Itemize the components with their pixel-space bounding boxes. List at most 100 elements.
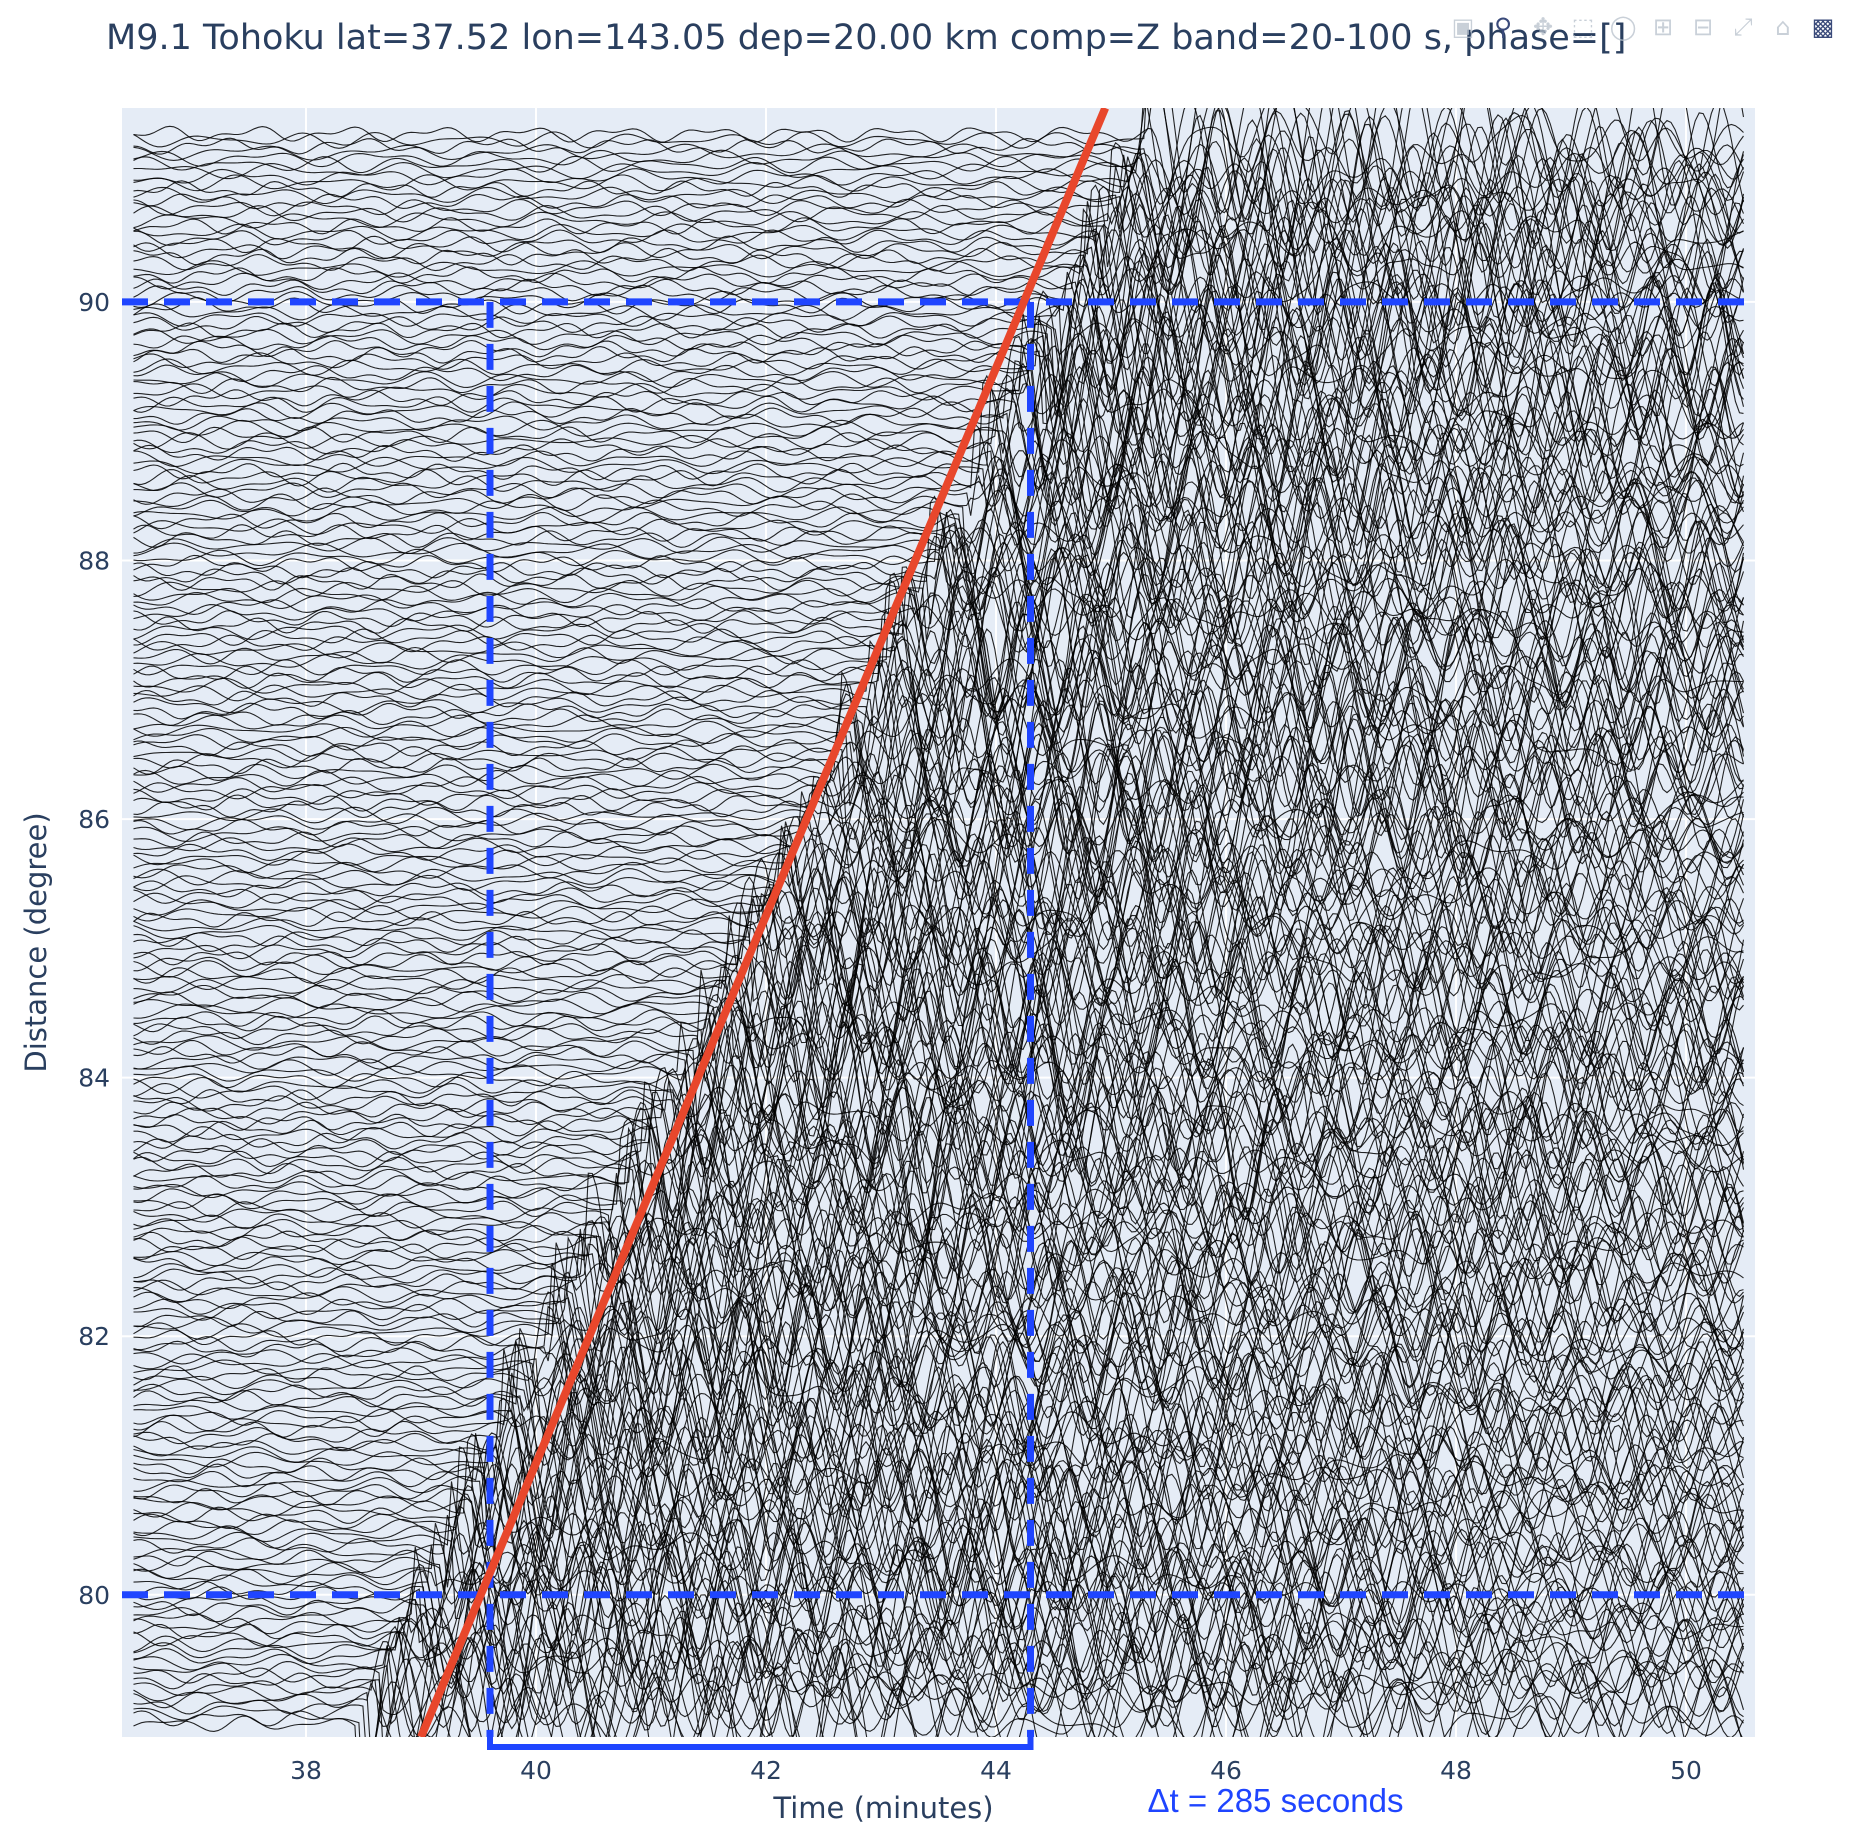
seismogram-trace	[133, 626, 1744, 786]
seismogram-trace	[133, 1392, 1744, 1563]
seismogram-trace	[133, 723, 1745, 828]
seismogram-trace	[133, 909, 1744, 1069]
seismogram-trace	[133, 1518, 1745, 1635]
reset-axes-icon[interactable]: ⌂	[1775, 13, 1791, 41]
seismogram-trace	[133, 883, 1744, 1060]
y-tick-label: 82	[78, 1322, 110, 1351]
seismogram-trace	[133, 693, 1745, 868]
y-axis-title: Distance (degree)	[19, 812, 53, 1072]
seismogram-trace	[133, 477, 1745, 624]
seismogram-trace	[133, 1606, 1745, 1697]
seismogram-trace	[133, 870, 1744, 1029]
lasso-select-icon[interactable]: ◯	[1609, 13, 1637, 41]
seismogram-trace	[133, 635, 1745, 813]
seismogram-trace	[133, 1321, 1745, 1482]
box-select-icon[interactable]: ⬚	[1571, 13, 1595, 41]
seismogram-trace	[133, 164, 1745, 253]
seismogram-trace	[133, 557, 1745, 733]
seismogram-trace	[133, 1463, 1744, 1634]
seismogram-trace	[133, 259, 1745, 436]
zoom-icon[interactable]: ⚲	[1494, 13, 1512, 41]
seismogram-trace	[133, 542, 1745, 722]
seismogram-trace	[133, 335, 1744, 502]
seismogram-trace	[133, 108, 1745, 221]
y-tick-label: 86	[78, 805, 110, 834]
seismogram-trace	[133, 112, 1744, 259]
interval-bracket	[487, 1735, 1034, 1750]
seismogram-trace	[133, 769, 1745, 939]
x-tick-label: 42	[750, 1756, 782, 1785]
seismogram-trace	[133, 1336, 1744, 1519]
x-tick-label: 38	[290, 1756, 322, 1785]
seismogram-trace	[133, 442, 1744, 597]
seismogram-trace	[133, 486, 1745, 652]
seismogram-trace	[133, 1159, 1745, 1273]
seismogram-trace	[133, 159, 1744, 304]
camera-icon[interactable]: ▣	[1451, 13, 1475, 41]
seismogram-trace	[133, 727, 1744, 897]
seismogram-trace	[133, 345, 1744, 513]
seismogram-trace	[133, 829, 1744, 984]
seismogram-trace	[133, 108, 1744, 235]
seismogram-trace	[133, 625, 1744, 782]
seismogram-trace	[133, 1498, 1744, 1650]
seismogram-trace	[133, 1422, 1744, 1556]
seismogram-trace	[133, 1493, 1744, 1639]
x-tick-label: 48	[1440, 1756, 1472, 1785]
x-axis-title: Time (minutes)	[772, 1791, 993, 1825]
seismogram-trace	[133, 1058, 1745, 1222]
seismogram-trace	[133, 1282, 1745, 1440]
seismogram-trace	[133, 1358, 1744, 1518]
seismogram-trace	[133, 1413, 1745, 1562]
seismogram-trace	[133, 1022, 1744, 1183]
seismogram-trace	[133, 1637, 1745, 1737]
seismogram-trace	[133, 1636, 1744, 1737]
seismogram-trace	[133, 290, 1745, 451]
seismogram-trace	[133, 847, 1744, 1010]
seismogram-trace	[133, 1108, 1744, 1272]
seismogram-trace	[133, 533, 1745, 699]
seismogram-trace	[133, 1480, 1744, 1614]
seismogram-trace	[133, 1117, 1744, 1296]
seismogram-trace	[133, 279, 1744, 439]
overlay-lines	[122, 108, 1755, 1737]
x-axis-ticks: 38 40 42 44 46 48 50	[290, 1756, 1702, 1785]
seismogram-trace	[133, 1235, 1745, 1365]
seismogram-trace	[133, 1264, 1745, 1421]
seismogram-trace	[133, 1100, 1744, 1263]
y-tick-label: 88	[78, 547, 110, 576]
seismogram-trace	[133, 160, 1744, 269]
seismogram-trace	[133, 660, 1744, 840]
seismogram-trace	[133, 1302, 1745, 1472]
delta-t-annotation: Δt = 285 seconds	[1148, 1782, 1404, 1819]
seismogram-trace	[133, 398, 1744, 552]
seismogram-trace	[133, 1107, 1744, 1279]
seismogram-trace	[133, 336, 1744, 480]
seismogram-trace	[133, 975, 1744, 1137]
zoom-out-icon[interactable]: ⊟	[1692, 13, 1714, 41]
seismogram-trace	[133, 202, 1745, 368]
seismogram-trace	[133, 1495, 1745, 1662]
zoom-in-icon[interactable]: ⊞	[1652, 13, 1674, 41]
seismogram-trace	[133, 1180, 1744, 1342]
seismogram-trace	[133, 1370, 1744, 1522]
seismogram-traces	[133, 108, 1745, 1737]
seismogram-trace	[133, 282, 1744, 450]
seismogram-trace	[133, 572, 1744, 753]
autoscale-icon[interactable]: ⤢	[1733, 13, 1753, 41]
seismogram-trace	[133, 1219, 1745, 1403]
seismogram-trace	[133, 670, 1745, 832]
seismogram-trace	[133, 1293, 1744, 1454]
plotly-logo-icon[interactable]: ▩	[1811, 13, 1835, 41]
seismogram-trace	[133, 414, 1744, 559]
y-tick-label: 84	[78, 1064, 110, 1093]
seismogram-trace	[133, 867, 1745, 1030]
seismogram-trace	[133, 944, 1744, 1085]
seismogram-trace	[133, 131, 1745, 221]
seismogram-trace	[133, 720, 1744, 875]
seismogram-trace	[133, 360, 1745, 527]
pan-icon[interactable]: ✥	[1532, 13, 1554, 41]
seismogram-trace	[133, 1282, 1744, 1454]
seismogram-trace	[133, 474, 1744, 640]
